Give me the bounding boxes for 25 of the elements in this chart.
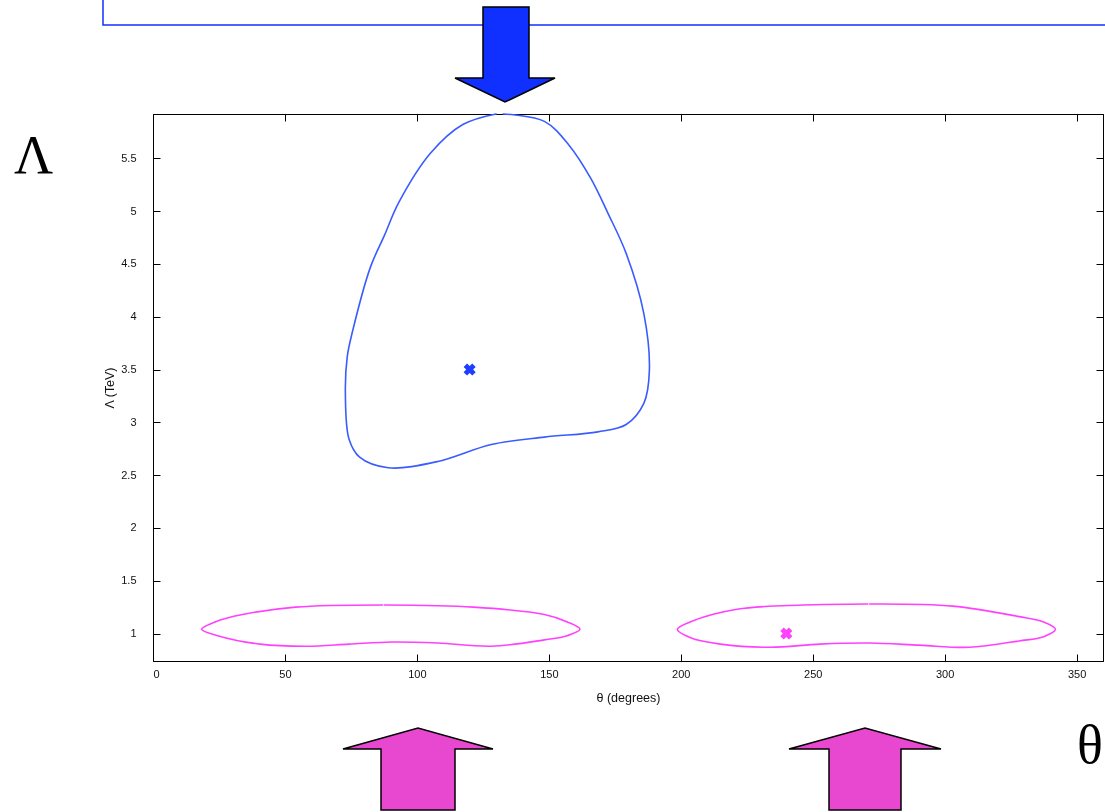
y-tick-label: 1.5 <box>121 574 137 587</box>
y-tick-label: 2 <box>130 521 137 534</box>
x-tick-label: 50 <box>279 667 292 680</box>
line-series <box>344 113 651 469</box>
line-series <box>200 604 581 648</box>
y-tick-label: 3.5 <box>121 363 137 376</box>
x-tick-label: 200 <box>672 667 691 680</box>
y-tick-label: 3 <box>130 415 137 428</box>
y-tick-label: 4.5 <box>121 257 137 270</box>
x-tick-label: 350 <box>1067 667 1087 680</box>
line-series <box>676 603 1057 649</box>
y-tick-label: 5 <box>130 204 137 217</box>
x-tick-label: 300 <box>935 667 955 680</box>
x-tick-label: 100 <box>408 667 427 680</box>
y-axis-title: Λ (TeV) <box>103 367 118 409</box>
x-tick-label: 150 <box>540 667 559 680</box>
y-tick-label: 5.5 <box>121 151 137 164</box>
x-tick-label: 0 <box>153 667 160 680</box>
x-tick-label: 250 <box>804 667 823 680</box>
text: θ <box>1077 715 1103 775</box>
text: Λ <box>14 125 54 185</box>
y-tick-label: 1 <box>130 627 137 640</box>
x-axis-title: θ (degrees) <box>596 690 661 705</box>
y-tick-label: 2.5 <box>121 468 137 481</box>
y-tick-label: 4 <box>130 310 137 323</box>
